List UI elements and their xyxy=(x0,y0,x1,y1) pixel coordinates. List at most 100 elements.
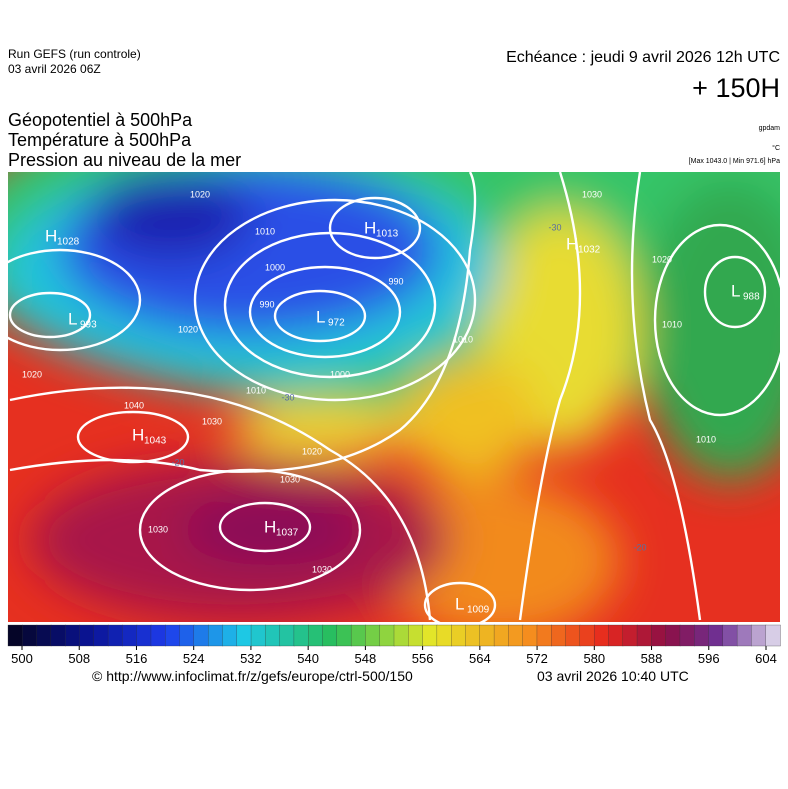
colorbar-swatch xyxy=(79,624,95,647)
colorbar-swatch xyxy=(579,624,595,647)
colorbar-swatch xyxy=(736,624,753,647)
isobar-label: 1000 xyxy=(265,262,285,272)
isobar-label: 1010 xyxy=(246,385,266,395)
extremes: [Max 1043.0 | Min 971.6] hPa xyxy=(689,158,780,165)
pressure-center-value: 988 xyxy=(743,292,760,303)
run-name: Run GEFS (run controle) xyxy=(8,47,141,61)
field-title: Température à 500hPa xyxy=(8,130,192,150)
isobar-label: 1020 xyxy=(178,324,198,334)
colorbar-swatch xyxy=(708,624,724,647)
pressure-center-type: L xyxy=(731,281,740,300)
temperature-label: -20 xyxy=(633,542,646,552)
colorbar-tick-label: 540 xyxy=(297,651,319,666)
pressure-center-value: 993 xyxy=(80,320,97,331)
colorbar: 500 508 516 524 532 540 548 556 564 572 580 588 596 6… xyxy=(7,624,781,666)
colorbar-swatch xyxy=(622,624,638,647)
colorbar-swatch xyxy=(665,624,681,647)
colorbar-swatch xyxy=(593,624,610,647)
colorbar-swatch xyxy=(608,624,624,647)
colorbar-tick-label: 500 xyxy=(11,651,33,666)
isobar-label: 1020 xyxy=(302,446,322,456)
colorbar-swatch xyxy=(207,624,224,647)
colorbar-swatch xyxy=(150,624,166,647)
colorbar-swatch xyxy=(50,624,66,647)
colorbar-tick-label: 532 xyxy=(240,651,262,666)
colorbar-swatch xyxy=(493,624,510,647)
colorbar-swatch xyxy=(408,624,424,647)
colorbar-tick-label: 596 xyxy=(698,651,720,666)
isobar-label: 1030 xyxy=(582,189,602,199)
isobar-label: 1010 xyxy=(696,434,716,444)
pressure-center-type: H xyxy=(364,218,376,237)
colorbar-swatch xyxy=(7,624,23,647)
colorbar-swatch xyxy=(122,624,138,647)
unit-label: °C xyxy=(772,144,780,152)
colorbar-swatch xyxy=(193,624,209,647)
colorbar-swatch xyxy=(308,624,324,647)
pressure-center-value: 1013 xyxy=(376,229,399,240)
pressure-center-type: H xyxy=(45,226,57,245)
map xyxy=(8,172,780,622)
isobar-label: 1000 xyxy=(330,369,350,379)
pressure-center-type: H xyxy=(264,517,276,536)
colorbar-swatch xyxy=(465,624,481,647)
pressure-center-value: 972 xyxy=(328,318,345,329)
isobar-label: 1040 xyxy=(124,400,144,410)
colorbar-swatch xyxy=(751,624,767,647)
colorbar-swatch xyxy=(451,624,467,647)
colorbar-swatch xyxy=(565,624,581,647)
colorbar-tick-label: 508 xyxy=(68,651,90,666)
temperature-label: -30 xyxy=(281,392,294,402)
colorbar-swatch xyxy=(265,624,281,647)
colorbar-swatch xyxy=(236,624,252,647)
pressure-center-type: L xyxy=(68,309,77,328)
colorbar-swatch xyxy=(322,624,338,647)
pressure-center-type: H xyxy=(566,234,578,253)
colorbar-swatch xyxy=(179,624,195,647)
colorbar-swatch xyxy=(136,624,152,647)
echeance: Echéance : jeudi 9 avril 2026 12h UTC xyxy=(506,49,780,66)
colorbar-swatch xyxy=(508,624,524,647)
temperature-label: -20 xyxy=(171,457,184,467)
pressure-center-value: 1028 xyxy=(57,237,80,248)
pressure-center-value: 1043 xyxy=(144,436,167,447)
isobar-label: 1010 xyxy=(662,319,682,329)
colorbar-swatch xyxy=(551,624,567,647)
colorbar-swatch xyxy=(222,624,238,647)
colorbar-swatch xyxy=(107,624,124,647)
colorbar-swatch xyxy=(479,624,495,647)
isobar-label: 990 xyxy=(388,276,403,286)
isobar-label: 1030 xyxy=(148,524,168,534)
colorbar-swatch xyxy=(765,624,781,647)
colorbar-swatch xyxy=(93,624,109,647)
colorbar-swatch xyxy=(350,624,367,647)
colorbar-swatch xyxy=(293,624,309,647)
pressure-center-value: 1009 xyxy=(467,605,490,616)
colorbar-swatch xyxy=(636,624,652,647)
lead-time: + 150H xyxy=(692,73,780,103)
unit-label: gpdam xyxy=(759,125,781,132)
colorbar-swatch xyxy=(536,624,552,647)
colorbar-swatch xyxy=(522,624,538,647)
colorbar-tick-label: 604 xyxy=(755,651,777,666)
isobar-label: 1010 xyxy=(255,226,275,236)
isobar-label: 1020 xyxy=(22,369,42,379)
source-url: © http://www.infoclimat.fr/z/gefs/europe… xyxy=(92,668,413,684)
colorbar-swatch xyxy=(36,624,52,647)
isobar-label: 1020 xyxy=(652,254,672,264)
colorbar-swatch xyxy=(279,624,295,647)
field-title: Géopotentiel à 500hPa xyxy=(8,110,193,130)
temperature-label: -30 xyxy=(548,222,561,232)
pressure-center-value: 1037 xyxy=(276,528,299,539)
colorbar-tick-label: 548 xyxy=(355,651,377,666)
colorbar-swatch xyxy=(436,624,452,647)
colorbar-swatch xyxy=(679,624,695,647)
pressure-center-value: 1032 xyxy=(578,245,601,256)
colorbar-swatch xyxy=(379,624,395,647)
pressure-center-type: H xyxy=(132,425,144,444)
isobar-label: 1010 xyxy=(453,334,473,344)
colorbar-tick-label: 580 xyxy=(583,651,605,666)
colorbar-swatch xyxy=(365,624,381,647)
